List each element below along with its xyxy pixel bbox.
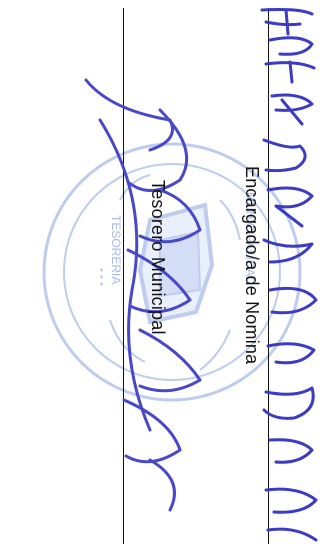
signature-line-tesorero xyxy=(123,8,124,544)
signature-line-nomina xyxy=(268,8,269,544)
svg-text:• • •: • • • xyxy=(95,268,107,286)
caption-tesorero-role: Tesorero Municipal xyxy=(148,180,168,335)
svg-text:TESORERIA: TESORERIA xyxy=(109,215,123,284)
caption-nomina-role: Encargado/a de Nomina xyxy=(242,166,262,365)
